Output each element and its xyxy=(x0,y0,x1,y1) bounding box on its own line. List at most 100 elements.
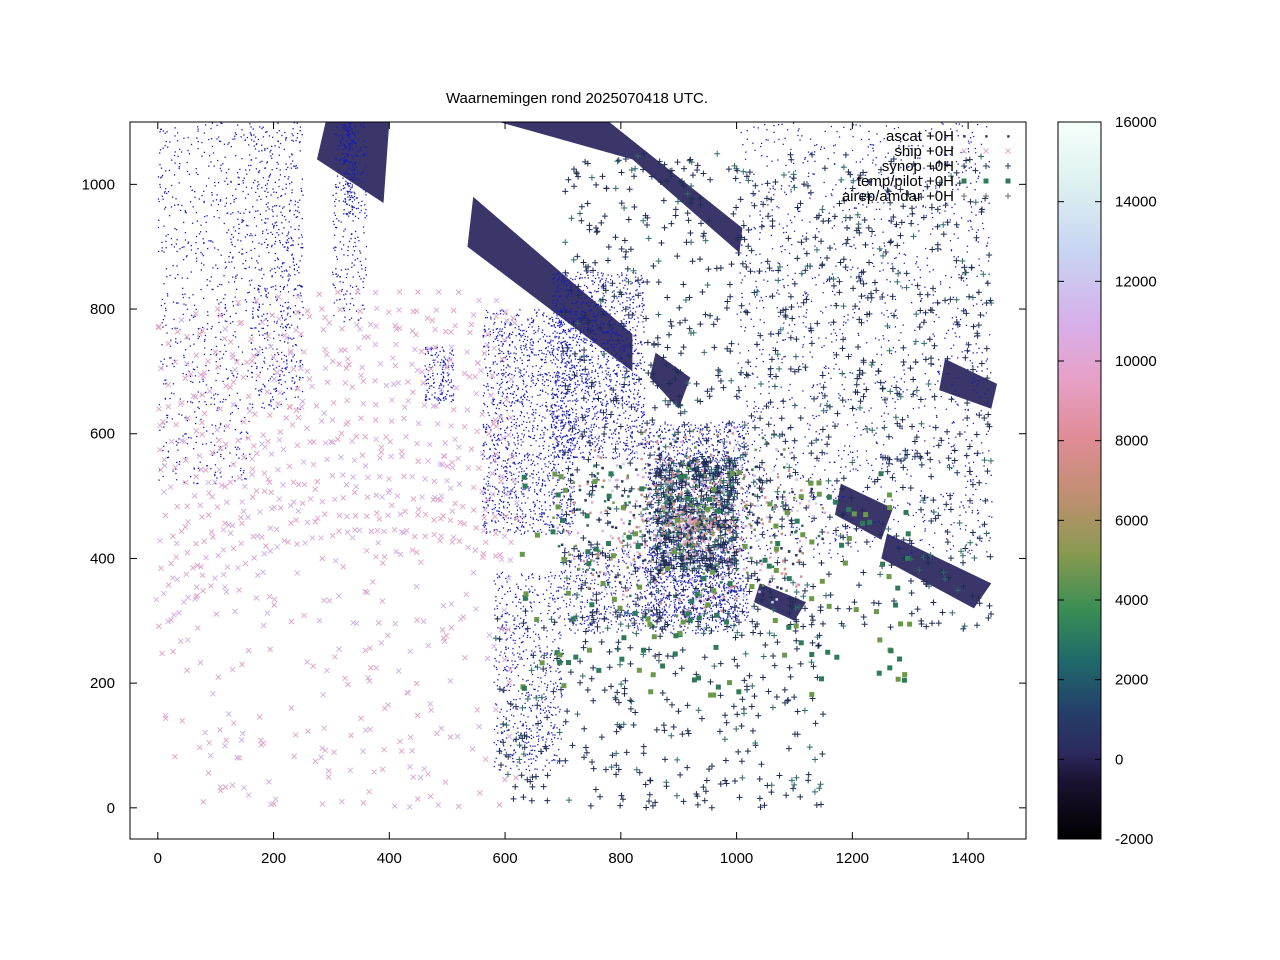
coast-point xyxy=(200,251,202,254)
coast-point xyxy=(494,455,496,457)
coast-point xyxy=(558,347,560,349)
coast-point xyxy=(588,373,590,375)
coast-point xyxy=(624,449,627,451)
coast-point xyxy=(502,467,505,469)
coast-point xyxy=(621,405,623,407)
coast-point xyxy=(573,433,576,436)
coast-point xyxy=(179,148,181,151)
coast-point xyxy=(693,548,695,551)
coast-point xyxy=(519,414,521,417)
coast-point xyxy=(581,277,583,279)
coast-point xyxy=(245,251,248,254)
coast-point xyxy=(554,307,557,309)
coast-point xyxy=(602,404,604,406)
coast-point xyxy=(557,443,559,445)
coast-point xyxy=(231,233,233,236)
coast-point xyxy=(577,384,579,386)
coast-point xyxy=(596,398,599,400)
coast-point xyxy=(292,240,294,242)
coast-point xyxy=(527,359,529,362)
coast-point xyxy=(665,550,667,552)
coast-point xyxy=(522,525,524,528)
coast-point xyxy=(508,334,510,336)
coast-point xyxy=(551,295,554,298)
coast-point xyxy=(213,403,216,406)
coast-point xyxy=(592,337,594,339)
coast-point xyxy=(532,375,535,378)
coast-point xyxy=(272,286,274,288)
coast-point xyxy=(252,307,254,309)
coast-point xyxy=(534,513,536,515)
coast-point xyxy=(162,449,164,452)
coast-point xyxy=(529,436,532,438)
coast-point xyxy=(603,295,605,297)
coast-point xyxy=(278,146,280,148)
coast-point xyxy=(240,438,242,440)
coast-point xyxy=(592,456,595,458)
coast-point xyxy=(544,523,546,525)
coast-point xyxy=(222,380,224,383)
coast-point xyxy=(285,241,287,244)
coast-point xyxy=(505,313,507,315)
coast-point xyxy=(520,533,523,535)
coast-point xyxy=(346,172,349,175)
coast-point xyxy=(492,398,494,400)
coast-point xyxy=(560,355,563,357)
coast-point xyxy=(648,447,650,450)
coast-point xyxy=(722,450,724,452)
coast-point xyxy=(624,279,626,281)
coast-point xyxy=(650,606,653,609)
coast-point xyxy=(177,155,179,158)
coast-point xyxy=(600,391,602,393)
coast-point xyxy=(621,397,624,399)
coast-point xyxy=(581,378,583,380)
coast-point xyxy=(351,132,353,134)
coast-point xyxy=(488,472,490,474)
coast-point xyxy=(551,392,554,394)
coast-point xyxy=(530,344,532,346)
coast-point xyxy=(624,444,627,447)
coast-point xyxy=(641,411,643,413)
coast-point xyxy=(551,309,553,311)
coast-point xyxy=(639,378,641,380)
coast-point xyxy=(244,197,247,199)
coast-point xyxy=(529,516,532,518)
coast-point xyxy=(254,327,256,329)
coast-point xyxy=(643,443,645,445)
coast-point xyxy=(262,126,264,128)
coast-point xyxy=(513,486,515,489)
coast-point xyxy=(235,188,237,190)
coast-point xyxy=(643,369,645,371)
coast-point xyxy=(677,441,679,443)
coast-point xyxy=(259,346,261,348)
coast-point xyxy=(293,122,295,124)
coast-point xyxy=(623,350,626,352)
coast-point xyxy=(607,321,610,324)
coast-point xyxy=(721,454,724,456)
coast-point xyxy=(493,371,495,373)
coast-point xyxy=(587,399,589,401)
coast-point xyxy=(558,296,560,298)
coast-point xyxy=(577,380,579,382)
coast-point xyxy=(174,327,176,329)
coast-point xyxy=(564,316,567,318)
coast-point xyxy=(509,405,512,407)
coast-point xyxy=(588,445,591,447)
coast-point xyxy=(564,290,567,292)
coast-point xyxy=(299,311,301,314)
coast-point xyxy=(482,424,485,426)
coast-point xyxy=(491,519,493,521)
coast-point xyxy=(210,240,212,242)
coast-point xyxy=(283,148,285,151)
coast-point xyxy=(592,417,595,419)
coast-point xyxy=(216,477,218,479)
coast-point xyxy=(534,384,537,387)
coast-point xyxy=(690,450,692,452)
coast-point xyxy=(197,173,199,176)
coast-point xyxy=(556,445,559,447)
coast-point xyxy=(187,362,189,365)
coast-point xyxy=(533,437,535,439)
coast-point xyxy=(570,312,572,315)
coast-point xyxy=(264,386,266,388)
coast-point xyxy=(561,360,563,362)
